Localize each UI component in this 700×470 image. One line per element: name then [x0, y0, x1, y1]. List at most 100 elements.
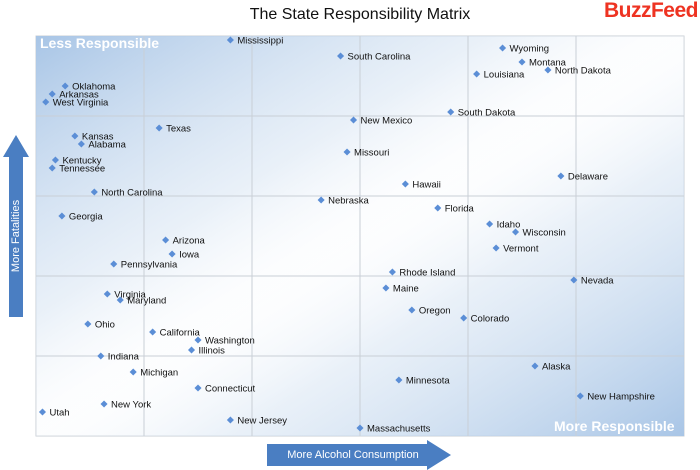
data-point-label: Arizona	[173, 236, 206, 247]
data-point-marker	[100, 400, 108, 408]
data-point-label: Utah	[49, 408, 69, 419]
data-point-label: New Mexico	[361, 116, 413, 127]
data-point-label: Oregon	[419, 306, 451, 317]
data-point-label: Vermont	[503, 244, 539, 255]
data-point-marker	[168, 250, 176, 258]
data-point-label: North Dakota	[555, 66, 612, 77]
data-point-label: West Virginia	[53, 98, 109, 109]
data-point-label: Nevada	[581, 276, 614, 287]
data-point-marker	[434, 204, 442, 212]
data-point-label: Iowa	[179, 250, 200, 261]
data-point-label: Alabama	[88, 140, 126, 151]
data-point-marker	[194, 336, 202, 344]
data-point-label: Pennsylvania	[121, 260, 178, 271]
data-point-marker	[473, 70, 481, 78]
data-point-label: South Dakota	[458, 108, 516, 119]
data-point-label: Missouri	[354, 148, 389, 159]
data-point-label: Wyoming	[510, 44, 550, 55]
data-point-marker	[576, 392, 584, 400]
data-point-label: Arkansas	[59, 90, 99, 101]
data-point-marker	[570, 276, 578, 284]
fatalities-arrow	[3, 135, 29, 317]
data-point-marker	[356, 424, 364, 432]
data-point-label: Oklahoma	[72, 82, 116, 93]
data-point-marker	[317, 196, 325, 204]
grid-lines	[36, 36, 684, 436]
data-point-marker	[492, 244, 500, 252]
y-axis-label: More Fatalities	[10, 199, 22, 273]
data-point-label: Louisiana	[484, 70, 525, 81]
data-point-marker	[343, 148, 351, 156]
data-point-marker	[51, 156, 59, 164]
data-point-label: Washington	[205, 336, 255, 347]
data-point-marker	[155, 124, 163, 132]
data-point-label: New Jersey	[237, 416, 287, 427]
data-point-label: Colorado	[471, 314, 510, 325]
data-point-marker	[460, 314, 468, 322]
data-point-marker	[349, 116, 358, 124]
data-point-label: Wisconsin	[523, 228, 566, 239]
data-point-label: Florida	[445, 204, 475, 215]
data-point-label: Hawaii	[412, 180, 441, 191]
data-point-marker	[116, 296, 124, 304]
data-point-marker	[395, 376, 403, 384]
data-point-label: Texas	[166, 124, 191, 135]
data-point-label: Rhode Island	[399, 268, 455, 279]
data-point-marker	[71, 132, 79, 140]
data-point-marker	[103, 290, 111, 298]
data-point-label: Illinois	[199, 346, 226, 357]
data-point-label: Ohio	[95, 320, 115, 331]
data-point-label: Mississippi	[237, 36, 283, 47]
data-point-label: Alaska	[542, 362, 571, 373]
data-point-marker	[531, 362, 539, 370]
data-point-label: Maryland	[127, 296, 166, 307]
data-point-marker	[90, 188, 98, 196]
data-point-label: Kentucky	[62, 156, 101, 167]
alcohol-arrow	[267, 440, 451, 470]
data-point-label: South Carolina	[348, 52, 412, 63]
data-point-marker	[226, 36, 234, 44]
data-point-marker	[187, 346, 196, 354]
data-point-marker	[557, 172, 565, 180]
data-point-label: New York	[111, 400, 151, 411]
data-point-marker	[499, 44, 507, 52]
data-point-label: Maine	[393, 284, 419, 295]
data-point-marker	[58, 212, 66, 220]
data-point-marker	[447, 108, 455, 116]
data-point-marker	[518, 58, 526, 66]
data-point-marker	[382, 284, 390, 292]
data-point-marker	[388, 268, 396, 276]
data-point-label: Georgia	[69, 212, 104, 223]
data-point-marker	[544, 66, 552, 74]
x-axis-label: More Alcohol Consumption	[287, 449, 419, 461]
data-point-label: Minnesota	[406, 376, 451, 387]
data-point-marker	[110, 260, 118, 268]
data-point-marker	[401, 180, 409, 188]
data-point-marker	[226, 416, 234, 424]
data-point-marker	[194, 384, 202, 392]
data-point-label: Montana	[529, 58, 567, 69]
data-point-label: California	[160, 328, 201, 339]
data-point-marker	[84, 320, 92, 328]
less-responsible-label: Less Responsible	[40, 35, 160, 51]
data-point-label: Nebraska	[328, 196, 369, 207]
data-point-marker	[77, 140, 85, 148]
data-point-label: Delaware	[568, 172, 608, 183]
data-point-label: Virginia	[114, 290, 146, 301]
data-point-marker	[511, 228, 520, 236]
data-point-label: New Hampshire	[587, 392, 655, 403]
data-point-label: Indiana	[108, 352, 140, 363]
data-point-label: Kansas	[82, 132, 114, 143]
data-point-label: Massachusetts	[367, 424, 431, 435]
data-point-label: Michigan	[140, 368, 178, 379]
data-point-marker	[162, 236, 170, 244]
chart-title: The State Responsibility Matrix	[249, 6, 471, 23]
data-point-marker	[337, 52, 345, 60]
data-point-label: Connecticut	[205, 384, 256, 395]
data-point-marker	[38, 408, 47, 416]
data-point-marker	[129, 368, 137, 376]
data-point-marker	[61, 82, 69, 90]
data-point-marker	[486, 220, 494, 228]
